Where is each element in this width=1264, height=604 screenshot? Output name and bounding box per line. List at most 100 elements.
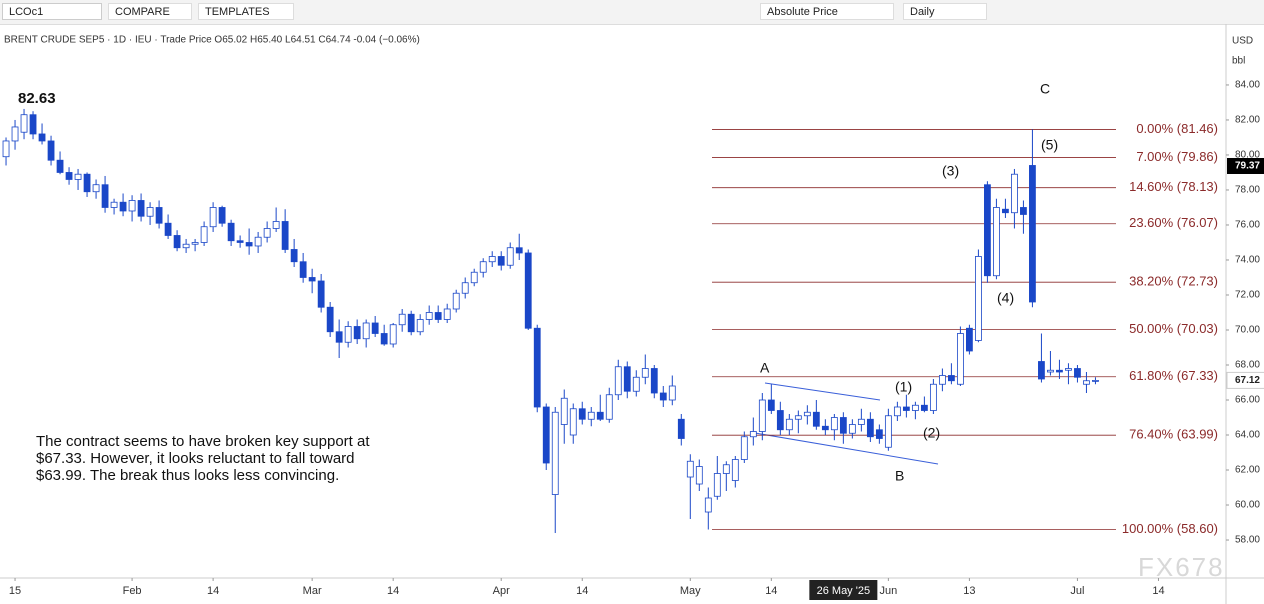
y-tick-label: 58.00 — [1235, 535, 1260, 546]
comment-line: The contract seems to have broken key su… — [36, 433, 370, 450]
price-mode-select[interactable]: Absolute Price — [760, 3, 894, 20]
annotation: (4) — [997, 290, 1014, 306]
candle-body — [722, 464, 730, 474]
candle-body — [164, 222, 172, 236]
candle-body — [767, 399, 775, 411]
candle-body — [1011, 173, 1018, 214]
annotation: (3) — [942, 163, 959, 179]
candle-body — [380, 333, 388, 345]
candle-body — [659, 392, 667, 401]
candle-body — [326, 306, 334, 333]
fib-label: 0.00% (81.46) — [1136, 121, 1218, 136]
fib-label: 61.80% (67.33) — [1129, 368, 1218, 383]
y-tick-label: 60.00 — [1235, 500, 1260, 511]
x-tick-label: Feb — [123, 585, 142, 597]
annotation: (2) — [923, 425, 940, 441]
candle-body — [704, 497, 712, 513]
candle-body — [101, 184, 109, 208]
candle-body — [551, 411, 559, 495]
candle-body — [1020, 207, 1027, 215]
candle-body — [839, 417, 847, 434]
annotation: (5) — [1041, 137, 1058, 153]
candle-body — [785, 418, 793, 431]
candle-body — [407, 313, 415, 333]
y-tick-label: 82.00 — [1235, 115, 1260, 126]
candle-body — [128, 200, 136, 212]
comment-line: $63.99. The break thus looks less convin… — [36, 467, 339, 484]
x-tick-label: Jun — [879, 585, 897, 597]
candle-body — [173, 235, 181, 249]
compare-button[interactable]: COMPARE — [108, 3, 192, 20]
channel-upper — [764, 382, 881, 401]
candle-body — [1065, 368, 1072, 371]
candle-body — [1074, 368, 1081, 378]
candle-body — [975, 256, 982, 341]
currency-label[interactable]: USD — [1232, 36, 1253, 47]
y-tick-label: 80.00 — [1235, 150, 1260, 161]
y-tick-label: 84.00 — [1235, 80, 1260, 91]
candle-body — [299, 261, 307, 278]
templates-button[interactable]: TEMPLATES — [198, 3, 294, 20]
candle-body — [749, 431, 757, 438]
candle-body — [623, 366, 631, 392]
candle-body — [209, 207, 217, 228]
candle-body — [92, 184, 100, 193]
candle-body — [821, 425, 829, 431]
price-tag-label: 67.12 — [1235, 375, 1260, 386]
candle-body — [137, 200, 145, 217]
crosshair-label: 26 May '25 — [817, 585, 870, 597]
candle-body — [290, 249, 298, 263]
fib-label: 38.20% (72.73) — [1129, 274, 1218, 289]
candle-body — [893, 406, 901, 417]
candle-body — [875, 429, 883, 439]
y-tick-label: 78.00 — [1235, 185, 1260, 196]
watermark: FX678 — [1138, 552, 1225, 582]
toolbar: LCOc1 COMPARE TEMPLATES Absolute Price D… — [0, 0, 1264, 25]
candle-body — [866, 418, 874, 438]
candle-body — [677, 418, 685, 439]
candle-body — [479, 261, 487, 273]
candle-body — [281, 221, 289, 250]
candle-body — [470, 271, 478, 284]
price-tag-label: 79.37 — [1235, 161, 1260, 172]
candle-body — [587, 411, 595, 420]
candle-body — [884, 415, 892, 448]
candle-body — [236, 240, 244, 243]
candle-body — [371, 322, 379, 334]
candle-body — [1029, 165, 1036, 303]
symbol-input[interactable]: LCOc1 — [2, 3, 102, 20]
chart: BRENT CRUDE SEP5 · 1D · IEU · Trade Pric… — [0, 24, 1264, 604]
candle-body — [911, 404, 919, 411]
candle-body — [443, 308, 451, 320]
candle-body — [335, 331, 343, 343]
candle-body — [857, 418, 865, 425]
interval-select[interactable]: Daily — [903, 3, 987, 20]
candle-body — [830, 417, 838, 431]
candle-body — [848, 424, 856, 434]
candle-body — [632, 376, 640, 392]
candle-body — [74, 173, 82, 180]
candle-body — [533, 327, 541, 408]
candle-body — [803, 411, 811, 417]
candle-body — [650, 368, 658, 394]
candle-body — [38, 133, 46, 142]
candle-body — [1002, 208, 1009, 214]
candle-body — [227, 222, 235, 242]
candle-body — [20, 114, 28, 133]
candle-body — [146, 207, 154, 217]
fib-label: 14.60% (78.13) — [1129, 179, 1218, 194]
candle-body — [542, 406, 550, 464]
annotation: B — [895, 468, 904, 484]
y-tick-label: 76.00 — [1235, 220, 1260, 231]
unit-label[interactable]: bbl — [1232, 56, 1245, 67]
y-tick-label: 68.00 — [1235, 360, 1260, 371]
candle-body — [29, 114, 37, 135]
comment-line: $67.33. However, it looks reluctant to f… — [36, 450, 355, 467]
candle-body — [425, 312, 433, 320]
candle-body — [245, 242, 253, 247]
candle-body — [614, 366, 622, 396]
annotation: (1) — [895, 379, 912, 395]
candle-body — [993, 207, 1000, 277]
price-mode-label: Absolute Price — [767, 6, 838, 18]
candle-body — [758, 399, 766, 432]
